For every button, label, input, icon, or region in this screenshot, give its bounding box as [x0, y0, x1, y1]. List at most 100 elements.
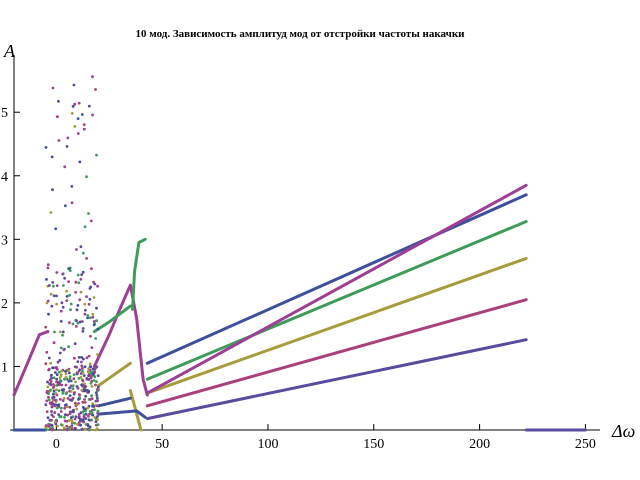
scatter-point: [72, 377, 76, 381]
scatter-point: [55, 302, 58, 306]
scatter-point: [48, 382, 52, 386]
scatter-point: [83, 312, 87, 316]
scatter-point: [69, 390, 73, 393]
scatter-point: [84, 417, 88, 420]
scatter-point: [51, 281, 55, 284]
scatter-point: [55, 377, 59, 381]
series-line: [145, 338, 528, 421]
scatter-point: [55, 271, 59, 274]
scatter-point: [91, 313, 95, 316]
scatter-point: [67, 345, 70, 349]
scatter-point: [55, 284, 59, 287]
scatter-point: [55, 406, 59, 410]
scatter-point: [58, 379, 62, 383]
scatter-point: [54, 371, 57, 374]
scatter-point: [89, 365, 93, 369]
scatter-point: [49, 292, 53, 296]
scatter-point: [78, 368, 82, 372]
scatter-point: [92, 323, 96, 327]
scatter-point: [61, 330, 65, 334]
y-tick-label: 1: [1, 360, 8, 375]
scatter-point: [85, 295, 88, 298]
scatter-point: [49, 402, 53, 406]
scatter-point: [44, 403, 48, 407]
scatter-point: [45, 278, 48, 281]
scatter-point: [94, 383, 97, 387]
scatter-point: [51, 188, 54, 192]
scatter-point: [77, 416, 81, 420]
scatter-point: [83, 302, 87, 306]
scatter-point: [81, 371, 85, 375]
scatter-point: [68, 405, 72, 409]
scatter-point: [90, 394, 93, 398]
scatter-point: [75, 407, 79, 411]
scatter-point: [74, 280, 78, 284]
scatter-point: [81, 327, 85, 330]
scatter-point: [62, 426, 66, 430]
scatter-point: [57, 403, 61, 407]
scatter-point: [76, 117, 80, 120]
scatter-point: [51, 427, 55, 431]
scatter-point: [78, 421, 81, 424]
y-axis-label: A: [3, 41, 16, 61]
x-tick-label: 50: [155, 437, 169, 452]
scatter-point: [92, 296, 96, 299]
y-tick-label: 5: [1, 106, 8, 121]
scatter-point: [93, 408, 96, 412]
series-line: [92, 283, 149, 397]
scatter-point: [53, 420, 57, 424]
scatter-point: [96, 327, 100, 331]
scatter-point: [79, 290, 83, 294]
x-tick-label: 0: [53, 437, 60, 452]
scatter-point: [72, 373, 76, 376]
scatter-point: [75, 319, 78, 323]
scatter-point: [96, 399, 99, 403]
scatter-point: [73, 426, 77, 430]
scatter-point: [81, 410, 85, 413]
scatter-point: [88, 316, 92, 320]
scatter-point: [96, 423, 100, 427]
scatter-point: [81, 369, 84, 373]
scatter-point: [59, 415, 63, 419]
scatter-point: [45, 301, 49, 305]
scatter-point: [83, 427, 87, 431]
scatter-point: [87, 370, 91, 374]
scatter-point: [52, 376, 56, 380]
series-line: [92, 304, 132, 333]
scatter-point: [46, 266, 50, 270]
series-line: [145, 256, 528, 395]
scatter-point: [46, 416, 50, 419]
scatter-point: [52, 395, 56, 399]
scatter-point: [45, 350, 49, 354]
scatter-point: [93, 375, 97, 379]
scatter-point: [50, 373, 53, 377]
scatter-point: [62, 397, 66, 400]
scatter-point: [59, 397, 62, 401]
scatter-point: [95, 393, 99, 397]
scatter-point: [67, 379, 71, 383]
scatter-point: [95, 153, 98, 157]
scatter-point: [78, 298, 82, 302]
scatter-point: [84, 308, 87, 312]
scatter-point: [58, 359, 62, 362]
scatter-point: [89, 374, 93, 378]
series-line: [145, 298, 528, 408]
scatter-point: [81, 379, 85, 383]
scatter-point: [67, 280, 70, 283]
scatter-point: [44, 424, 48, 427]
scatter-point: [63, 165, 67, 169]
scatter-point: [80, 356, 84, 359]
scatter-point: [96, 409, 100, 413]
scatter-point: [73, 356, 76, 360]
scatter-point: [56, 115, 59, 119]
scatter-point: [80, 388, 84, 392]
scatter-point: [70, 427, 74, 430]
scatter-point: [56, 424, 59, 428]
scatter-point: [80, 428, 83, 431]
scatter-point: [72, 392, 76, 396]
scatter-point: [73, 421, 76, 425]
scatter-point: [87, 367, 90, 370]
series-line: [131, 237, 147, 311]
scatter-point: [47, 312, 50, 316]
scatter-point: [89, 219, 93, 223]
